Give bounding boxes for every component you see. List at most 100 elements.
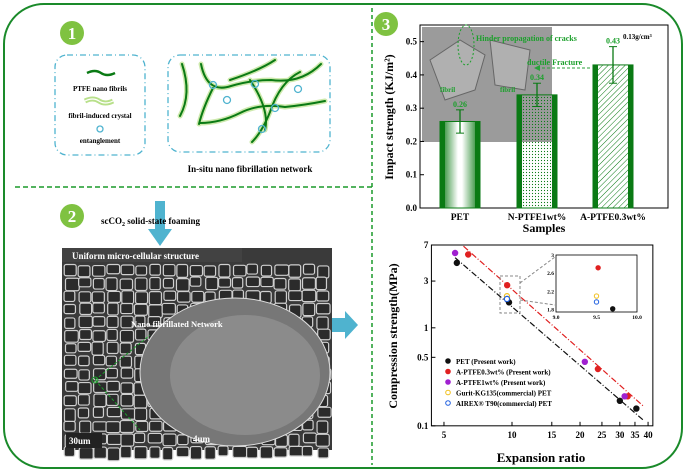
legend-label: AIREX® T90(commercial) PET	[456, 400, 552, 408]
bar-y-tick-label: 0.5	[406, 37, 418, 47]
step-3-number: 3	[382, 15, 391, 34]
foam-cell	[78, 446, 94, 460]
inset-y-tick-label: 2.2	[547, 289, 554, 295]
foam-cell	[204, 446, 217, 460]
foam-cell	[119, 355, 133, 368]
foam-cell	[119, 278, 134, 291]
sem-inset-title: Nano fibrillated Network	[131, 319, 223, 329]
inset-x-tick-label: 9.0	[553, 315, 560, 321]
step-2-badge	[60, 204, 84, 228]
scatter-y-tick-label: 3	[424, 276, 429, 286]
foam-cell	[162, 446, 174, 461]
bar-y-tick-label: 0.2	[406, 136, 418, 146]
bar-y-tick-label: 0.1	[406, 170, 418, 180]
foam-cell	[231, 276, 244, 289]
foam-cell	[106, 263, 121, 275]
entanglement-legend-icon	[96, 125, 104, 133]
foam-cell	[77, 381, 92, 395]
foam-cell	[106, 433, 122, 446]
bar-pet	[439, 120, 481, 209]
foam-cell	[273, 447, 288, 458]
foam-cell	[120, 393, 134, 407]
foam-cell	[191, 290, 205, 303]
foam-cell	[63, 408, 76, 423]
inset-x-tick-label: 9.5	[593, 315, 600, 321]
foam-cell	[77, 355, 90, 367]
foam-cell	[217, 277, 232, 288]
foam-cell	[217, 445, 229, 457]
foam-cell	[107, 302, 119, 316]
bar-n-ptfe1wt%	[516, 94, 558, 209]
legend-box	[54, 54, 146, 156]
sem-title: Uniform micro-cellular structure	[72, 251, 199, 261]
inset-y-tick-label: 3	[551, 253, 554, 259]
foam-cell	[301, 289, 317, 303]
scatter-x-tick-label: 15	[547, 430, 557, 440]
foam-cell	[149, 263, 161, 276]
foam-cell	[316, 316, 329, 330]
foam-cell	[176, 263, 189, 279]
legend-label: A-PTFE0.3wt% (Present work)	[456, 369, 551, 377]
bar-y-axis-title: Impact strength (KJ/m²)	[382, 54, 396, 179]
foam-cell	[121, 290, 135, 305]
bar-y-tick-label: 0.3	[406, 103, 418, 113]
trend-line	[454, 257, 644, 421]
foam-cell	[119, 329, 135, 343]
foam-cell	[176, 434, 189, 446]
foam-cell	[64, 277, 80, 292]
scatter-x-tick-label: 10	[508, 430, 518, 440]
foam-cell	[105, 367, 119, 379]
foam-cell	[105, 277, 118, 292]
data-point	[621, 393, 628, 400]
foam-cell	[134, 315, 146, 328]
foam-cell	[134, 277, 148, 292]
foam-cell	[63, 368, 78, 379]
scale-bar-inset: 4um	[193, 434, 211, 444]
inset-data-point	[593, 293, 600, 299]
foam-cell	[91, 264, 106, 277]
foam-cell	[63, 303, 77, 315]
foam-cell	[106, 341, 119, 355]
ductile-annotation: ductile Fracture	[527, 58, 583, 67]
scatter-y-tick-label: 1	[424, 323, 429, 333]
data-point	[616, 397, 624, 405]
legend-fibrils-label: PTFE nano fibrils	[73, 85, 127, 93]
foam-cell	[161, 302, 176, 315]
zoom-region-box	[499, 275, 521, 314]
foam-cell	[175, 278, 190, 292]
scale-bar-main: 30um	[69, 436, 91, 446]
scatter-x-axis-title: Expansion ratio	[497, 450, 586, 465]
zoom-connector	[519, 299, 556, 306]
scatter-y-tick-label: 0.5	[417, 352, 429, 362]
foam-cell	[317, 265, 330, 279]
foam-cell	[189, 445, 203, 460]
foam-cell	[175, 446, 190, 458]
foam-cell	[316, 420, 329, 435]
foam-cell	[93, 446, 108, 459]
foam-cell	[92, 302, 105, 314]
bar-edge	[628, 64, 633, 208]
scatter-y-tick-label: 7	[424, 240, 429, 250]
fibril-legend-icon	[86, 69, 116, 77]
right-arrow-icon	[332, 311, 358, 339]
inset-y-tick-label: 1.8	[547, 308, 554, 314]
foam-cell	[92, 421, 108, 432]
foam-cell	[288, 290, 303, 302]
legend-entanglement-label: entanglement	[80, 137, 121, 145]
bar-data-label: 0.43	[606, 37, 620, 46]
foam-cell	[64, 343, 77, 354]
foam-cell	[64, 317, 76, 329]
bar-x-axis-title: Samples	[523, 221, 566, 235]
foam-cell	[245, 276, 261, 288]
foam-cell	[133, 394, 148, 409]
step-3-badge	[374, 12, 398, 36]
step-1-badge	[60, 21, 84, 45]
crack-highlight	[457, 24, 475, 66]
scatter-y-tick-label: 0.1	[417, 421, 429, 431]
bar-a-ptfe0.3wt%	[592, 64, 634, 209]
foam-cell	[91, 291, 105, 304]
foam-cell	[135, 265, 148, 276]
scatter-y-axis-title: Compression strength(MPa)	[386, 263, 400, 408]
bar-edge	[475, 121, 480, 208]
